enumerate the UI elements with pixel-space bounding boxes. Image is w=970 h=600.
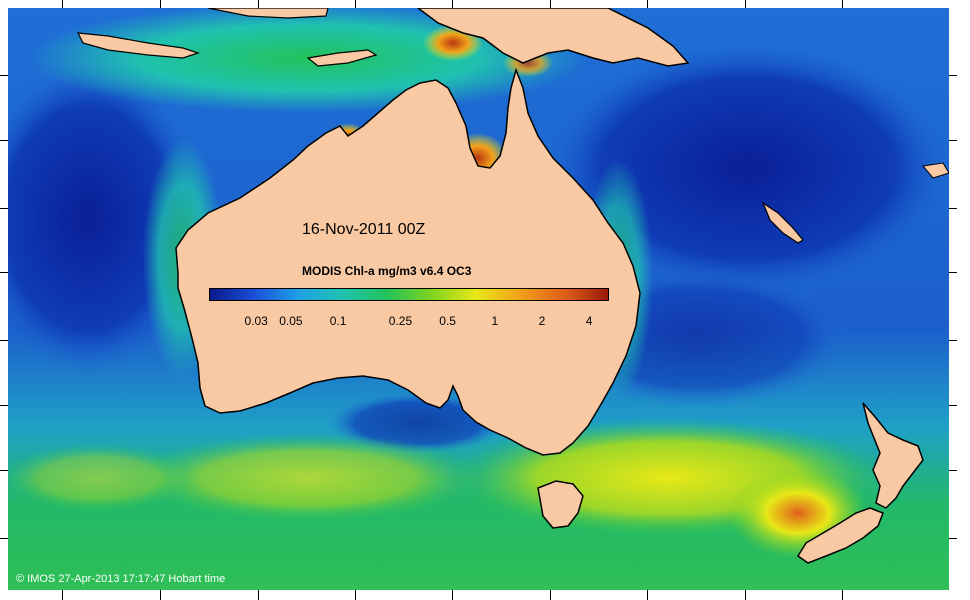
- frame-tick: [949, 75, 957, 76]
- chlorophyll-map: [8, 8, 949, 590]
- frame-tick: [355, 590, 356, 600]
- frame-tick: [452, 0, 453, 8]
- frame-tick: [258, 590, 259, 600]
- frame-tick: [949, 140, 957, 141]
- map-title: 16-Nov-2011 00Z: [302, 221, 426, 238]
- frame-tick: [949, 470, 957, 471]
- frame-tick: [62, 590, 63, 600]
- new-caledonia: [761, 201, 804, 244]
- frame-tick: [160, 0, 161, 8]
- colorbar: [209, 288, 609, 301]
- frame-tick: [0, 340, 8, 341]
- frame-tick: [949, 538, 957, 539]
- indonesia-islands: [76, 32, 200, 59]
- frame-tick: [258, 0, 259, 8]
- frame-tick: [949, 340, 957, 341]
- frame-tick: [745, 0, 746, 8]
- frame-tick: [160, 590, 161, 600]
- pacific-islands: [922, 162, 949, 179]
- nz-south-island: [796, 507, 884, 564]
- frame-tick: [949, 208, 957, 209]
- colorbar-tick-label: 0.1: [329, 314, 347, 328]
- southern-yellow-band-3: [8, 443, 198, 513]
- frame-tick: [550, 590, 551, 600]
- nz-north-island: [862, 402, 924, 509]
- frame-tick: [0, 405, 8, 406]
- frame-tick: [949, 405, 957, 406]
- frame-tick: [0, 470, 8, 471]
- colorbar-tick-label: 2: [538, 314, 546, 328]
- colorbar-tick-label: 0.05: [279, 314, 303, 328]
- frame-tick: [0, 272, 8, 273]
- tasmania: [537, 480, 584, 529]
- frame-tick: [452, 590, 453, 600]
- timor: [306, 49, 378, 67]
- frame-tick: [0, 140, 8, 141]
- frame-tick: [355, 0, 356, 8]
- new-guinea: [416, 8, 690, 67]
- frame-tick: [62, 0, 63, 8]
- colorbar-tick-label: 1: [491, 314, 499, 328]
- colorbar-tick-label: 0.03: [244, 314, 268, 328]
- frame-tick: [550, 0, 551, 8]
- colorbar-tick-label: 0.5: [439, 314, 456, 328]
- frame-tick: [647, 0, 648, 8]
- frame-tick: [0, 538, 8, 539]
- copyright-notice: © IMOS 27-Apr-2013 17:17:47 Hobart time: [16, 573, 226, 585]
- small-islands-north: [207, 8, 329, 19]
- colorbar-tick-label: 4: [585, 314, 593, 328]
- australia-landmass: [175, 67, 641, 456]
- frame-tick: [0, 208, 8, 209]
- colorbar-title: MODIS Chl-a mg/m3 v6.4 OC3: [302, 264, 472, 278]
- frame-tick: [745, 590, 746, 600]
- southern-yellow-band-2: [128, 433, 488, 523]
- frame-tick: [842, 0, 843, 8]
- frame-tick: [0, 75, 8, 76]
- colorbar-tick-label: 0.25: [388, 314, 413, 328]
- frame-tick: [949, 272, 957, 273]
- map-canvas: [8, 8, 949, 590]
- frame-tick: [842, 590, 843, 600]
- frame-tick: [647, 590, 648, 600]
